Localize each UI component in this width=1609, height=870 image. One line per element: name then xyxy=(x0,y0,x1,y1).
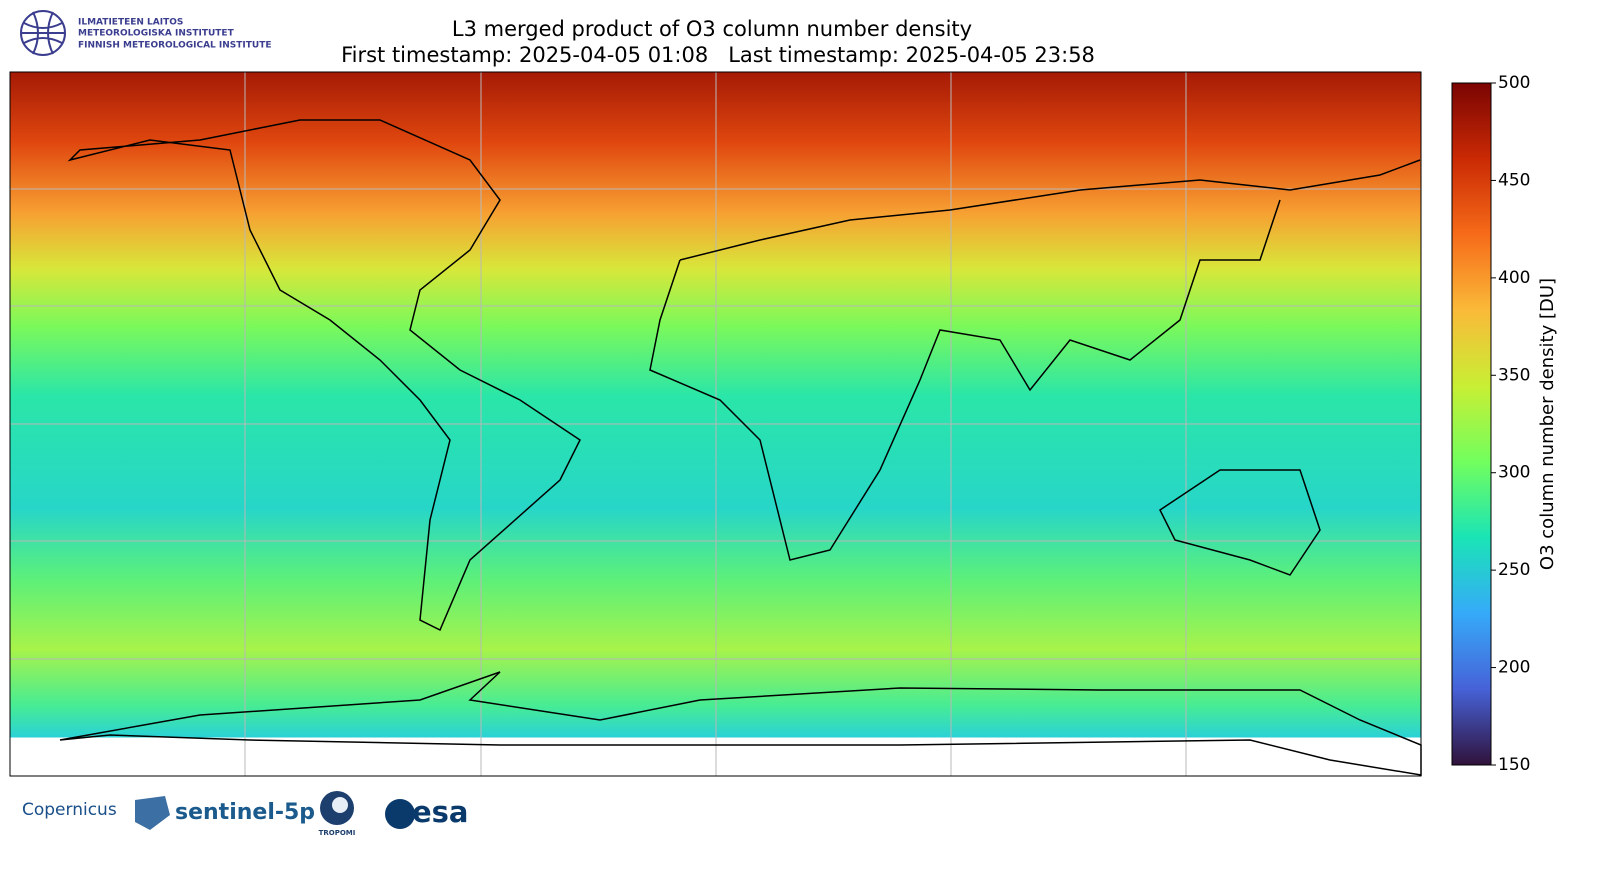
fmi-logo-icon xyxy=(20,10,66,56)
chart-subtitle: First timestamp: 2025-04-05 01:08 Last t… xyxy=(341,43,1095,67)
colorbar-scale xyxy=(1451,82,1492,766)
tick-label: 350 xyxy=(1498,365,1530,385)
tick-label: 300 xyxy=(1498,463,1530,483)
logo-text: ILMATIETEEN LAITOS xyxy=(78,18,183,28)
logo-text: FINNISH METEOROLOGICAL INSTITUTE xyxy=(78,41,272,51)
tick-label: 400 xyxy=(1498,268,1530,288)
tick-label: 250 xyxy=(1498,560,1530,580)
tick-label: 200 xyxy=(1498,658,1530,678)
map-frame xyxy=(9,71,1422,777)
logo-text: METEOROLOGISKA INSTITUTET xyxy=(78,29,235,39)
tropomi-logo: TROPOMI xyxy=(319,829,356,837)
esa-logo: esa xyxy=(412,795,469,829)
graticule xyxy=(10,72,1421,776)
sentinel-logo: sentinel-5p xyxy=(175,800,315,825)
tick-label: 500 xyxy=(1498,73,1530,93)
sentinel-icon xyxy=(135,796,170,830)
copernicus-logo: Copernicus xyxy=(22,800,117,820)
tick-label: 450 xyxy=(1498,170,1530,190)
chart-title: L3 merged product of O3 column number de… xyxy=(452,17,972,41)
tropomi-icon xyxy=(332,797,348,813)
colorbar-label: O3 column number density [DU] xyxy=(1537,278,1558,570)
esa-icon xyxy=(385,799,415,829)
colorbar: 150 200 250 300 350 400 450 500 xyxy=(1451,73,1530,775)
tick-label: 150 xyxy=(1498,755,1530,775)
coastlines xyxy=(59,119,1422,776)
